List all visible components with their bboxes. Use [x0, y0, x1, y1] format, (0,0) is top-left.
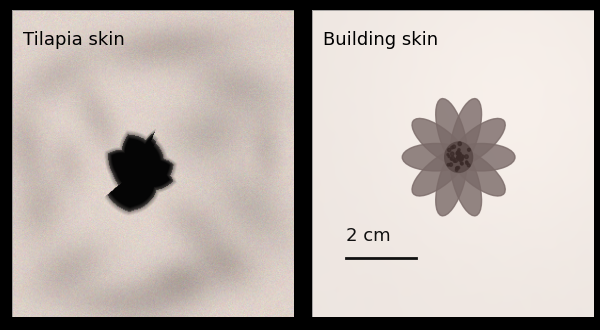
Ellipse shape — [412, 148, 469, 196]
Circle shape — [454, 158, 458, 162]
Circle shape — [455, 169, 458, 171]
Ellipse shape — [436, 99, 467, 169]
Circle shape — [457, 152, 460, 155]
Circle shape — [458, 153, 461, 156]
Circle shape — [460, 157, 463, 161]
Circle shape — [447, 164, 449, 166]
Ellipse shape — [450, 146, 482, 216]
Circle shape — [458, 142, 461, 146]
Circle shape — [456, 167, 458, 169]
Ellipse shape — [450, 99, 482, 169]
Circle shape — [458, 158, 462, 161]
Text: Building skin: Building skin — [323, 31, 439, 50]
Circle shape — [451, 158, 452, 160]
Circle shape — [462, 155, 464, 158]
Circle shape — [449, 163, 452, 166]
Circle shape — [458, 157, 460, 159]
Circle shape — [451, 152, 454, 156]
Circle shape — [467, 164, 470, 167]
Circle shape — [457, 155, 460, 159]
Circle shape — [466, 161, 468, 164]
Ellipse shape — [412, 118, 469, 167]
Circle shape — [466, 161, 467, 163]
Circle shape — [448, 148, 451, 152]
Text: Tilapia skin: Tilapia skin — [23, 31, 125, 50]
Circle shape — [458, 152, 461, 155]
Ellipse shape — [449, 148, 505, 196]
Circle shape — [453, 159, 456, 162]
Ellipse shape — [402, 144, 469, 171]
Circle shape — [460, 162, 463, 164]
Circle shape — [459, 154, 463, 158]
Circle shape — [461, 162, 463, 165]
Circle shape — [460, 158, 463, 160]
Ellipse shape — [448, 144, 515, 171]
Ellipse shape — [449, 118, 505, 167]
Circle shape — [457, 150, 460, 153]
Circle shape — [465, 155, 468, 159]
Text: 2 cm: 2 cm — [346, 227, 391, 245]
Circle shape — [447, 153, 449, 156]
Circle shape — [445, 142, 473, 172]
Circle shape — [457, 156, 460, 160]
Circle shape — [448, 156, 450, 158]
Circle shape — [456, 151, 460, 155]
Circle shape — [451, 156, 454, 160]
Circle shape — [457, 166, 460, 169]
Circle shape — [455, 167, 457, 169]
Circle shape — [452, 145, 455, 148]
Circle shape — [457, 156, 460, 159]
Ellipse shape — [436, 146, 467, 216]
Circle shape — [457, 156, 459, 159]
Circle shape — [451, 146, 454, 149]
Circle shape — [458, 148, 460, 151]
Circle shape — [467, 148, 470, 151]
